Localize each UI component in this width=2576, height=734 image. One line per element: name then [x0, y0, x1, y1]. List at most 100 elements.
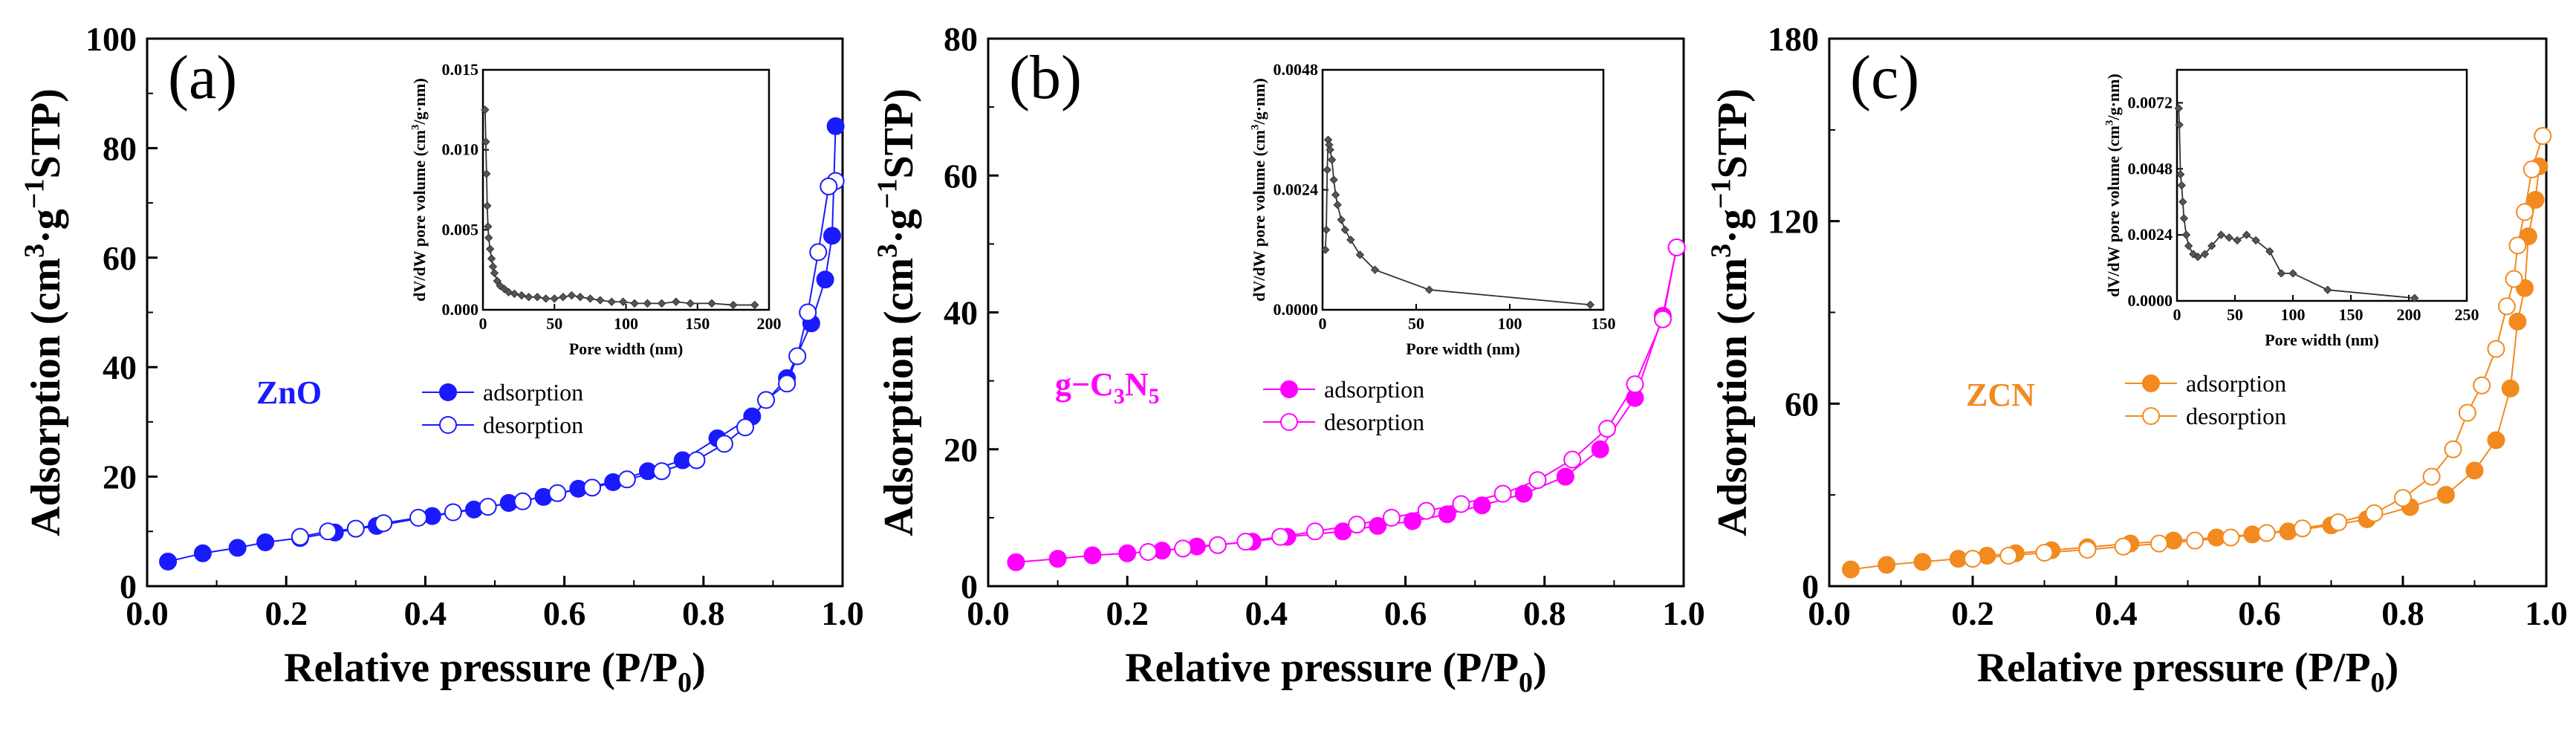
- legend-label: desorption: [2186, 403, 2286, 429]
- inset-point: [1586, 300, 1595, 309]
- desorption-point: [2505, 270, 2523, 288]
- adsorption-point: [2501, 379, 2520, 397]
- sample-label-part: ZCN: [1966, 377, 2035, 413]
- desorption-point: [799, 303, 817, 322]
- legend-label: adsorption: [1324, 376, 1424, 403]
- inset-point: [510, 289, 519, 299]
- desorption-point: [617, 470, 636, 489]
- inset-x-tick-label: 0: [2173, 305, 2181, 324]
- y-tick-label: 60: [944, 157, 978, 195]
- inset-point: [484, 222, 493, 231]
- legend-marker: [439, 383, 457, 401]
- y-tick-label: 100: [85, 20, 137, 58]
- inset-point: [618, 297, 628, 306]
- x-tick-label: 0.6: [1384, 594, 1427, 632]
- adsorption-point: [1083, 546, 1102, 565]
- inset-y-tick-label: 0.0072: [2128, 93, 2173, 111]
- inset-point: [2179, 214, 2189, 223]
- desorption-point: [820, 177, 838, 195]
- y-tick-label: 60: [1785, 385, 1819, 423]
- x-tick-label: 1.0: [821, 594, 864, 632]
- desorption-point: [1348, 516, 1366, 534]
- inset-y-axis-title-part: dV/dW pore volume (cm: [2104, 126, 2123, 297]
- legend-marker: [2142, 374, 2160, 392]
- inset-point: [729, 300, 738, 310]
- adsorption-point: [2508, 312, 2527, 331]
- x-axis-title-part: ): [692, 645, 706, 691]
- inset-chart: 0 50 100 150 0.0000 0.0024 0.0048 Pore width (n…: [1250, 60, 1616, 358]
- y-tick-label: 40: [103, 348, 137, 386]
- inset-x-tick-label: 0: [1319, 314, 1327, 333]
- adsorption-point: [193, 544, 212, 562]
- desorption-point: [2365, 504, 2384, 522]
- inset-point: [481, 137, 490, 146]
- x-axis-title: Relative pressure (P/P0): [1977, 645, 2399, 698]
- x-tick-label: 0.0: [126, 594, 169, 632]
- inset-point: [481, 105, 490, 114]
- inset-y-axis-title-part: dV/dW pore volume (cm: [410, 130, 429, 302]
- series-line-desorption: [299, 180, 837, 538]
- y-axis-title: Adsorption (cm3·g−1STP): [19, 88, 69, 536]
- x-axis-title: Relative pressure (P/P0): [284, 645, 706, 698]
- desorption-point: [1493, 484, 1512, 503]
- x-tick-label: 0.6: [2238, 594, 2281, 632]
- y-axis-title-part: Adsorption (cm: [876, 258, 922, 536]
- desorption-point: [409, 508, 428, 527]
- legend-label: adsorption: [483, 379, 583, 406]
- adsorption-point: [2487, 431, 2505, 449]
- inset-point: [2174, 104, 2184, 113]
- y-tick-label: 120: [1768, 203, 1819, 241]
- y-tick-label: 20: [944, 431, 978, 469]
- adsorption-point: [159, 552, 178, 571]
- inset-x-tick-label: 150: [2339, 305, 2364, 324]
- desorption-point: [788, 347, 807, 366]
- desorption-point: [2516, 203, 2534, 221]
- inset-point: [2175, 120, 2184, 129]
- y-axis-title-part: 3: [1706, 244, 1737, 258]
- desorption-point: [548, 484, 567, 502]
- inset-y-axis-title: dV/dW pore volume (cm3/g·nm): [2104, 74, 2123, 297]
- y-axis-title-part: ·g: [876, 209, 922, 244]
- inset-point: [1327, 155, 1337, 164]
- inset-point: [630, 299, 639, 308]
- inset-point: [657, 299, 666, 308]
- x-tick-label: 0.6: [543, 594, 586, 632]
- adsorption-point: [256, 533, 275, 552]
- desorption-point: [2114, 537, 2132, 556]
- inset-point: [585, 294, 595, 303]
- legend-label: desorption: [1324, 409, 1424, 435]
- inset-frame: [1321, 68, 1605, 311]
- inset-point: [707, 299, 716, 308]
- y-tick-label: 40: [944, 294, 978, 332]
- inset-point: [596, 296, 605, 305]
- desorption-point: [2186, 531, 2204, 550]
- inset-point: [2288, 269, 2297, 278]
- sample-label-part: N: [1125, 366, 1149, 403]
- y-tick-label: 60: [103, 239, 137, 277]
- inset-y-tick-label: 0.0024: [1274, 181, 1319, 199]
- x-axis-title-part: 0: [1519, 667, 1533, 698]
- inset-point: [559, 293, 568, 302]
- x-tick-label: 0.2: [1951, 594, 1994, 632]
- desorption-point: [2458, 403, 2476, 422]
- y-axis-title: Adsorption (cm3·g−1STP): [1706, 88, 1756, 536]
- inset-point: [1370, 265, 1380, 274]
- adsorption-point: [2436, 486, 2455, 504]
- desorption-point: [778, 374, 797, 393]
- x-axis-title-part: Relative pressure (P/P: [284, 645, 678, 691]
- desorption-point: [374, 514, 393, 533]
- adsorption-point: [826, 117, 845, 135]
- inset-y-axis-title-part: 3: [410, 125, 422, 130]
- desorption-point: [652, 462, 671, 481]
- desorption-point: [1528, 471, 1547, 490]
- inset-line: [2178, 108, 2415, 299]
- sample-label: ZCN: [1966, 377, 2035, 413]
- panel-label: (a): [168, 43, 237, 112]
- legend-label: adsorption: [2186, 370, 2286, 397]
- desorption-point: [1271, 527, 1290, 546]
- inset-y-axis-title: dV/dW pore volume (cm3/g·nm): [410, 78, 429, 302]
- inset-y-axis-title-part: dV/dW pore volume (cm: [1250, 130, 1268, 302]
- desorption-point: [2150, 534, 2168, 553]
- inset-point: [1321, 245, 1330, 254]
